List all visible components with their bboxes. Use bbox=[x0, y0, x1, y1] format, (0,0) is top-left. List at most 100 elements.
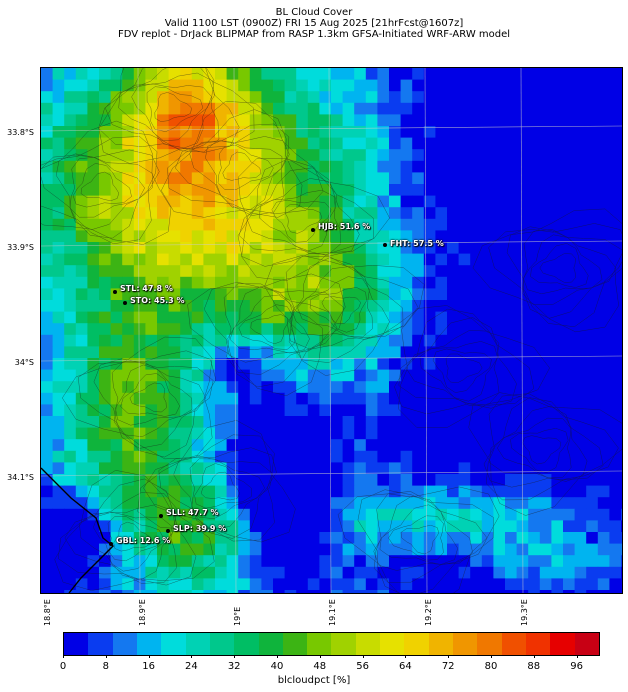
cloud-cell bbox=[238, 126, 251, 138]
cloud-cell bbox=[296, 532, 309, 544]
cloud-cell bbox=[319, 450, 332, 463]
contour-line bbox=[79, 504, 178, 581]
cloud-cell bbox=[52, 392, 65, 405]
cloud-cell bbox=[331, 102, 343, 115]
meridian-line bbox=[137, 68, 141, 593]
contour-line bbox=[237, 158, 374, 267]
cloud-cell bbox=[563, 590, 575, 593]
cloud-cell bbox=[75, 334, 88, 347]
cloud-cell bbox=[191, 439, 204, 452]
cloud-cell bbox=[412, 439, 425, 452]
cloud-cell bbox=[110, 404, 123, 417]
cloud-cell bbox=[215, 230, 227, 243]
cloud-cell bbox=[284, 427, 297, 440]
station-dot-slp[interactable] bbox=[166, 529, 170, 533]
cloud-cell bbox=[377, 462, 390, 475]
cloud-cell bbox=[539, 91, 552, 104]
cloud-cell bbox=[447, 578, 459, 591]
cloud-cell bbox=[470, 91, 483, 104]
cloud-cell bbox=[505, 323, 517, 336]
cloud-cell bbox=[87, 126, 100, 138]
cloud-cell bbox=[481, 416, 494, 428]
cloud-cell bbox=[122, 346, 135, 359]
cloud-cell bbox=[586, 172, 599, 185]
cloud-cell bbox=[609, 532, 622, 544]
cloud-cell bbox=[133, 172, 146, 185]
cloud-cell bbox=[157, 485, 169, 498]
cloud-cell bbox=[528, 497, 541, 510]
cloud-cell bbox=[435, 334, 448, 347]
cloud-cell bbox=[539, 79, 552, 92]
station-dot-stl[interactable] bbox=[113, 290, 117, 294]
cloud-cell bbox=[481, 137, 494, 150]
cloud-cell bbox=[505, 369, 517, 382]
cloud-cell bbox=[110, 334, 123, 347]
cloud-cell bbox=[319, 520, 332, 533]
cloud-cell bbox=[458, 195, 471, 208]
cloud-cell bbox=[389, 230, 401, 243]
cloud-cell bbox=[447, 300, 459, 312]
contour-line bbox=[485, 393, 619, 501]
cloud-cell bbox=[493, 288, 506, 301]
cloud-cell bbox=[458, 439, 471, 452]
cloud-cell bbox=[284, 543, 297, 556]
cloud-cell bbox=[238, 381, 251, 394]
cloud-cell bbox=[41, 439, 53, 452]
station-dot-hjb[interactable] bbox=[311, 228, 315, 232]
station-label-fht[interactable]: FHT: 57.5 % bbox=[390, 239, 444, 248]
cloud-cell bbox=[296, 474, 309, 486]
cloud-cell bbox=[64, 381, 77, 394]
cloud-cell bbox=[447, 450, 459, 463]
map-panel[interactable] bbox=[40, 67, 623, 594]
station-label-stl[interactable]: STL: 47.8 % bbox=[120, 284, 173, 293]
cloud-cell bbox=[365, 68, 378, 80]
contour-line bbox=[41, 149, 160, 239]
cloud-cell bbox=[539, 474, 552, 486]
cloud-cell bbox=[400, 578, 413, 591]
cloud-cell bbox=[539, 497, 552, 510]
station-dot-sto[interactable] bbox=[123, 301, 127, 305]
cloud-cell bbox=[412, 462, 425, 475]
cloud-cell bbox=[539, 160, 552, 173]
cloud-cell bbox=[342, 369, 355, 382]
cloud-cell bbox=[226, 68, 239, 80]
cloud-cell bbox=[528, 392, 541, 405]
station-dot-gbl[interactable] bbox=[109, 542, 113, 546]
cloud-cell bbox=[180, 508, 193, 521]
station-dot-fht[interactable] bbox=[383, 243, 387, 247]
cloud-cell bbox=[191, 311, 204, 324]
station-label-hjb[interactable]: HJB: 51.6 % bbox=[318, 222, 371, 231]
cloud-cell bbox=[180, 520, 193, 533]
cloud-cell bbox=[389, 497, 401, 510]
cloud-cell bbox=[296, 253, 309, 266]
cloud-cell bbox=[574, 369, 587, 382]
station-label-gbl[interactable]: GBL: 12.6 % bbox=[116, 536, 171, 545]
cloud-cell bbox=[64, 265, 77, 278]
cloud-cell bbox=[516, 137, 529, 150]
cloud-cell bbox=[261, 369, 274, 382]
cloud-cell bbox=[87, 311, 100, 324]
station-label-slp[interactable]: SLP: 39.9 % bbox=[173, 524, 227, 533]
cloud-cell bbox=[307, 137, 320, 150]
cloud-cell bbox=[110, 578, 123, 591]
cloud-cell bbox=[400, 566, 413, 579]
cloud-cell bbox=[157, 160, 169, 173]
cloud-cell bbox=[609, 404, 622, 417]
station-dot-sll[interactable] bbox=[159, 514, 163, 518]
cloud-cell bbox=[528, 137, 541, 150]
cloud-cell bbox=[203, 184, 216, 196]
cloud-cell bbox=[574, 578, 587, 591]
cloud-cell bbox=[389, 276, 401, 289]
cloud-cell bbox=[180, 474, 193, 486]
cloud-cell bbox=[597, 172, 610, 185]
cloud-cell bbox=[342, 68, 355, 80]
cloud-cell bbox=[423, 532, 436, 544]
cloud-cell bbox=[75, 242, 88, 254]
station-label-sto[interactable]: STO: 45.3 % bbox=[130, 296, 185, 305]
cloud-cell bbox=[122, 508, 135, 521]
station-label-sll[interactable]: SLL: 47.7 % bbox=[166, 508, 219, 517]
cloud-cell bbox=[342, 102, 355, 115]
cloud-cell bbox=[307, 566, 320, 579]
lat-label-33-8: 33.8°S bbox=[7, 128, 34, 137]
cloud-cell bbox=[493, 265, 506, 278]
